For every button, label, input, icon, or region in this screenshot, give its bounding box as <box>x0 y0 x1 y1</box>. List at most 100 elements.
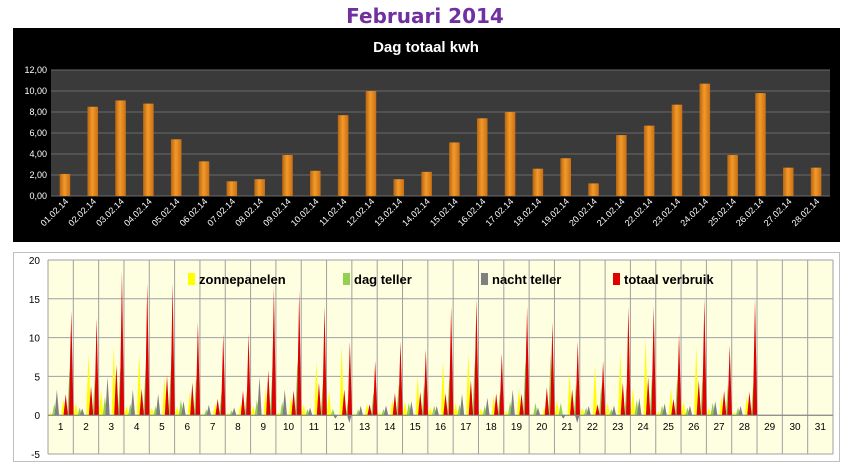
bar <box>588 183 599 196</box>
spike <box>478 408 484 416</box>
x-tick-label: 13 <box>359 422 371 433</box>
spike <box>567 372 572 416</box>
spike <box>575 415 580 423</box>
bar <box>87 106 99 196</box>
x-tick-label: 28 <box>739 422 751 433</box>
bar <box>282 155 293 196</box>
spike <box>626 306 631 416</box>
x-tick-label: 23 <box>612 422 624 433</box>
spike <box>63 394 68 416</box>
bar <box>727 155 738 196</box>
y-tick-label: 0 <box>34 411 40 422</box>
bar <box>616 135 627 196</box>
spike <box>676 333 682 416</box>
spike <box>681 401 686 416</box>
spike <box>468 380 474 416</box>
x-tick-label: 26 <box>688 422 700 433</box>
legend-swatch <box>343 273 350 285</box>
plot-area <box>48 260 833 454</box>
spike <box>671 398 676 416</box>
bar <box>560 158 571 196</box>
spike <box>86 353 91 416</box>
spike <box>485 397 490 416</box>
spike <box>347 341 353 416</box>
spike <box>164 375 170 416</box>
y-tick-label: 2,00 <box>29 170 47 180</box>
series-0 <box>48 337 750 416</box>
spike <box>333 415 338 419</box>
spike <box>611 405 617 416</box>
spike <box>409 401 414 416</box>
y-tick-label: 8,00 <box>29 107 47 117</box>
spike <box>423 349 429 416</box>
y-tick-label: 5 <box>34 372 40 383</box>
spike <box>694 345 699 416</box>
bar <box>115 100 126 196</box>
spike <box>114 364 119 416</box>
spike <box>651 306 656 416</box>
x-tick-label: 9 <box>260 422 266 433</box>
bar <box>421 171 432 196</box>
spike <box>69 310 74 416</box>
bar <box>337 115 349 196</box>
spike <box>580 407 585 416</box>
spike <box>145 283 150 416</box>
spike <box>595 404 600 416</box>
bar <box>170 139 182 196</box>
spike <box>418 392 423 416</box>
spike <box>282 389 287 416</box>
bar <box>198 161 210 196</box>
legend-swatch <box>613 273 620 285</box>
spike <box>600 360 606 416</box>
spike <box>367 404 372 416</box>
spike <box>643 337 648 416</box>
spike <box>668 388 674 416</box>
spike <box>297 291 302 416</box>
spike <box>586 405 591 416</box>
spike <box>605 402 610 416</box>
x-tick-label: 21 <box>562 422 574 433</box>
spike <box>630 388 636 416</box>
x-tick-label: 10 <box>283 422 295 433</box>
spike <box>358 405 363 416</box>
bar <box>393 179 405 196</box>
y-tick-label: 4,00 <box>29 149 47 159</box>
spike <box>181 401 186 416</box>
spike <box>54 389 60 416</box>
spike <box>732 412 737 416</box>
spike <box>170 283 175 416</box>
bar <box>365 91 377 196</box>
spike <box>301 404 306 416</box>
bar <box>504 112 516 196</box>
spike <box>377 412 382 416</box>
spike <box>618 353 623 416</box>
x-tick-label: 6 <box>184 422 190 433</box>
x-tick-label: 11 <box>309 422 320 433</box>
bar <box>671 104 683 196</box>
legend-label: dag teller <box>354 272 412 287</box>
bar <box>449 142 460 196</box>
x-tick-label: 15 <box>410 422 422 433</box>
spike <box>174 407 180 416</box>
legend-label: totaal verbruik <box>624 272 714 287</box>
bar <box>782 167 794 196</box>
spike <box>257 376 262 416</box>
bar <box>226 181 238 196</box>
spike <box>73 402 79 416</box>
spike <box>231 407 237 416</box>
y-tick-label: 12,00 <box>24 65 47 75</box>
x-tick-label: 27 <box>713 422 725 433</box>
x-tick-label: 24 <box>638 422 650 433</box>
spike <box>307 407 313 416</box>
chart-title: Dag totaal kwh <box>373 39 479 56</box>
spike <box>620 382 626 416</box>
spike <box>190 382 195 416</box>
spike <box>415 376 420 416</box>
spike <box>504 411 509 416</box>
bar <box>643 125 655 196</box>
spike <box>250 405 256 416</box>
spike <box>696 380 701 416</box>
spike <box>434 405 439 416</box>
spike <box>316 382 322 416</box>
spike <box>550 322 555 416</box>
